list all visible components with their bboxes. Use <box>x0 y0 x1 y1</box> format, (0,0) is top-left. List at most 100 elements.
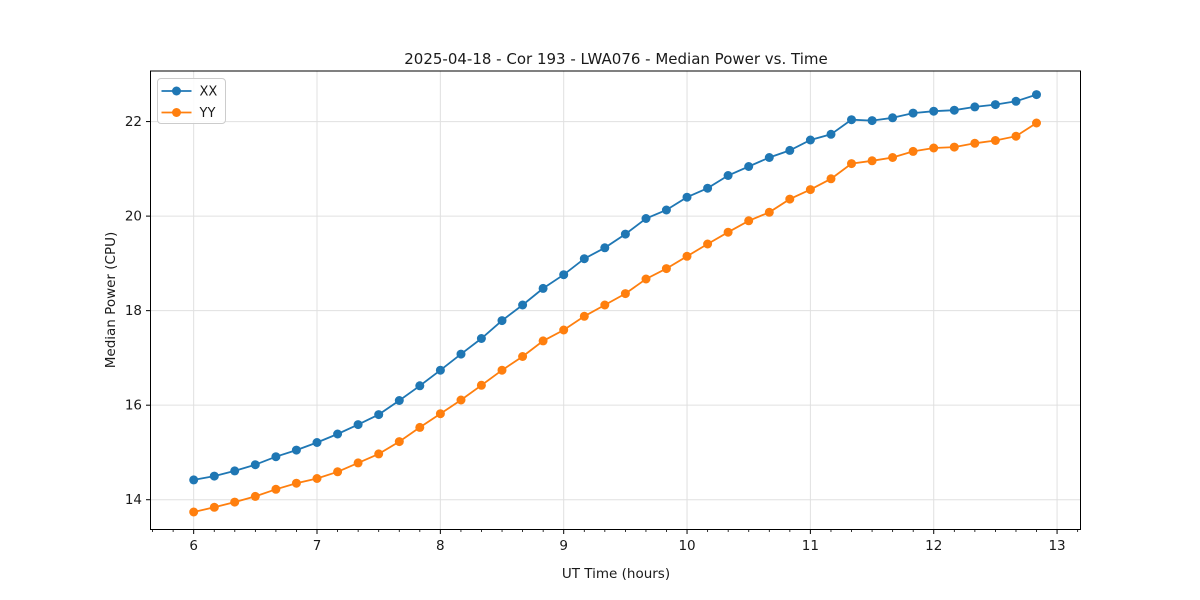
data-point-XX <box>847 115 856 125</box>
data-point-XX <box>764 153 774 162</box>
data-point-XX <box>374 410 384 420</box>
data-point-XX <box>867 116 877 126</box>
data-point-YY <box>1032 118 1041 128</box>
data-point-YY <box>949 142 959 152</box>
data-point-YY <box>374 449 384 459</box>
data-point-YY <box>785 194 795 204</box>
plot-border <box>150 70 1081 530</box>
data-point-YY <box>826 174 836 184</box>
x-tick-label: 8 <box>436 538 445 554</box>
data-point-YY <box>476 380 486 390</box>
data-point-XX <box>661 205 671 215</box>
data-point-XX <box>476 334 486 343</box>
data-point-XX <box>723 171 733 180</box>
data-point-YY <box>600 300 610 310</box>
data-point-YY <box>271 484 281 494</box>
data-point-XX <box>518 300 528 310</box>
y-tick-label: 18 <box>125 303 142 319</box>
data-point-YY <box>661 264 671 274</box>
data-point-YY <box>641 274 651 284</box>
x-tick-label: 9 <box>559 538 568 554</box>
data-point-XX <box>209 471 219 481</box>
data-point-XX <box>579 254 589 264</box>
data-point-YY <box>250 491 260 501</box>
data-point-XX <box>620 229 630 239</box>
series-line-YY <box>193 122 1037 513</box>
x-axis-label: UT Time (hours) <box>562 566 670 582</box>
data-point-XX <box>990 100 1000 110</box>
data-point-XX <box>353 420 363 430</box>
x-tick-label: 11 <box>802 538 819 554</box>
data-point-YY <box>579 311 589 321</box>
x-tick-label: 7 <box>313 538 322 554</box>
data-point-XX <box>600 243 610 253</box>
data-point-XX <box>271 452 281 462</box>
data-point-XX <box>559 270 569 280</box>
data-point-XX <box>189 475 199 485</box>
data-point-YY <box>189 507 199 517</box>
data-point-XX <box>1011 96 1021 106</box>
legend-marker-YY <box>172 108 181 117</box>
data-point-XX <box>415 381 425 391</box>
data-point-YY <box>764 207 774 217</box>
data-point-YY <box>435 409 445 419</box>
data-point-YY <box>291 478 301 488</box>
data-point-XX <box>970 102 980 112</box>
data-point-XX <box>929 106 939 116</box>
data-point-XX <box>805 135 815 145</box>
data-point-YY <box>908 146 918 156</box>
data-point-YY <box>723 227 733 237</box>
y-tick-label: 20 <box>125 209 142 225</box>
data-point-XX <box>888 113 898 123</box>
data-point-YY <box>805 185 815 195</box>
data-point-XX <box>394 396 404 405</box>
y-tick-label: 16 <box>125 398 142 414</box>
data-point-YY <box>682 251 692 261</box>
data-point-XX <box>497 316 507 326</box>
x-tick-label: 13 <box>1048 538 1065 554</box>
legend-label-XX: XX <box>200 85 218 100</box>
data-point-YY <box>867 156 877 166</box>
data-point-YY <box>970 138 980 148</box>
axes <box>146 70 1081 534</box>
data-point-YY <box>620 289 630 299</box>
data-point-YY <box>230 497 240 507</box>
data-point-XX <box>435 365 445 375</box>
data-point-YY <box>1011 131 1021 141</box>
data-point-XX <box>230 466 240 476</box>
x-tick-label: 12 <box>925 538 942 554</box>
tick-labels: 6 7 8 9 10 11 12 13 14 16 18 20 22 <box>125 114 1066 554</box>
x-tick-label: 10 <box>678 538 695 554</box>
data-point-XX <box>312 438 322 447</box>
data-point-YY <box>847 159 856 169</box>
data-point-XX <box>908 108 918 118</box>
data-point-XX <box>682 192 692 202</box>
data-point-XX <box>1032 90 1041 100</box>
data-point-XX <box>641 214 651 223</box>
data-point-YY <box>333 467 343 477</box>
data-point-XX <box>250 460 260 470</box>
data-point-YY <box>929 143 939 153</box>
x-tick-label: 6 <box>189 538 198 554</box>
legend-marker-XX <box>172 86 181 96</box>
data-point-YY <box>559 325 569 335</box>
data-point-XX <box>291 445 301 455</box>
chart-title: 2025-04-18 - Cor 193 - LWA076 - Median P… <box>404 50 828 68</box>
data-point-YY <box>456 395 466 405</box>
data-point-XX <box>744 162 754 171</box>
y-axis-label: Median Power (CPU) <box>103 232 119 368</box>
y-tick-label: 22 <box>125 114 142 130</box>
data-point-YY <box>888 153 898 162</box>
y-tick-label: 14 <box>125 492 142 508</box>
data-point-YY <box>744 216 754 226</box>
data-point-YY <box>415 422 425 432</box>
data-point-XX <box>949 105 959 115</box>
data-point-YY <box>394 437 404 447</box>
data-point-XX <box>456 349 466 359</box>
data-series <box>189 90 1041 517</box>
legend: XX YY <box>157 78 226 124</box>
data-point-XX <box>538 283 548 293</box>
data-point-YY <box>209 502 219 512</box>
